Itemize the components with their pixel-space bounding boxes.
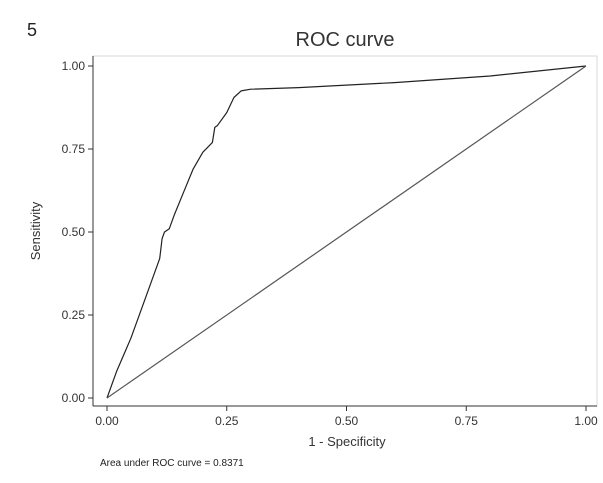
x-tick-label: 0.00 bbox=[95, 414, 119, 428]
roc-curve-line bbox=[106, 65, 587, 399]
axes: 0.00 0.25 0.50 0.75 1.00 0.00 0.25 0.50 0.75 1.00 bbox=[62, 55, 598, 428]
y-tick-label: 0.75 bbox=[62, 142, 86, 156]
series-layer bbox=[106, 65, 587, 399]
auc-annotation: Area under ROC curve = 0.8371 bbox=[100, 458, 244, 469]
x-tick-label: 1.00 bbox=[574, 414, 598, 428]
y-axis-label: Sensitivity bbox=[28, 201, 43, 260]
x-tick-label: 0.50 bbox=[335, 414, 359, 428]
panel-label: 5 bbox=[27, 20, 38, 40]
x-tick-label: 0.75 bbox=[455, 414, 479, 428]
x-axis-label: 1 - Specificity bbox=[308, 434, 386, 449]
x-tick-label: 0.25 bbox=[215, 414, 239, 428]
plot-frame bbox=[92, 55, 598, 407]
y-tick-label: 0.50 bbox=[62, 225, 86, 239]
y-tick-label: 0.25 bbox=[62, 308, 86, 322]
y-tick-label: 1.00 bbox=[62, 59, 86, 73]
chart-title: ROC curve bbox=[296, 29, 395, 51]
y-tick-label: 0.00 bbox=[62, 391, 86, 405]
reference-diagonal-line bbox=[106, 65, 587, 399]
